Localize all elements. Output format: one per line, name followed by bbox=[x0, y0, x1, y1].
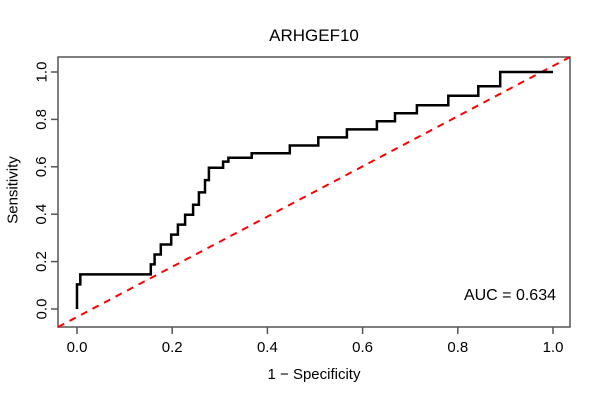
y-tick-label: 0.6 bbox=[33, 156, 50, 177]
y-tick-label: 1.0 bbox=[33, 62, 50, 83]
x-tick-label: 0.0 bbox=[67, 339, 88, 356]
auc-annotation: AUC = 0.634 bbox=[463, 287, 556, 304]
plot-title: ARHGEF10 bbox=[269, 26, 359, 45]
x-axis-label: 1 − Specificity bbox=[267, 366, 361, 383]
roc-curve bbox=[75, 70, 553, 309]
reference-line bbox=[57, 56, 571, 328]
y-tick-label: 0.0 bbox=[33, 299, 50, 320]
x-tick-label: 0.2 bbox=[162, 339, 183, 356]
plot-box bbox=[57, 56, 571, 328]
x-tick-label: 1.0 bbox=[543, 339, 564, 356]
x-tick-label: 0.6 bbox=[352, 339, 373, 356]
y-tick-label: 0.8 bbox=[33, 109, 50, 130]
y-tick-label: 0.4 bbox=[33, 204, 50, 225]
x-tick-label: 0.8 bbox=[447, 339, 468, 356]
x-tick-label: 0.4 bbox=[257, 339, 278, 356]
y-tick-label: 0.2 bbox=[33, 251, 50, 272]
